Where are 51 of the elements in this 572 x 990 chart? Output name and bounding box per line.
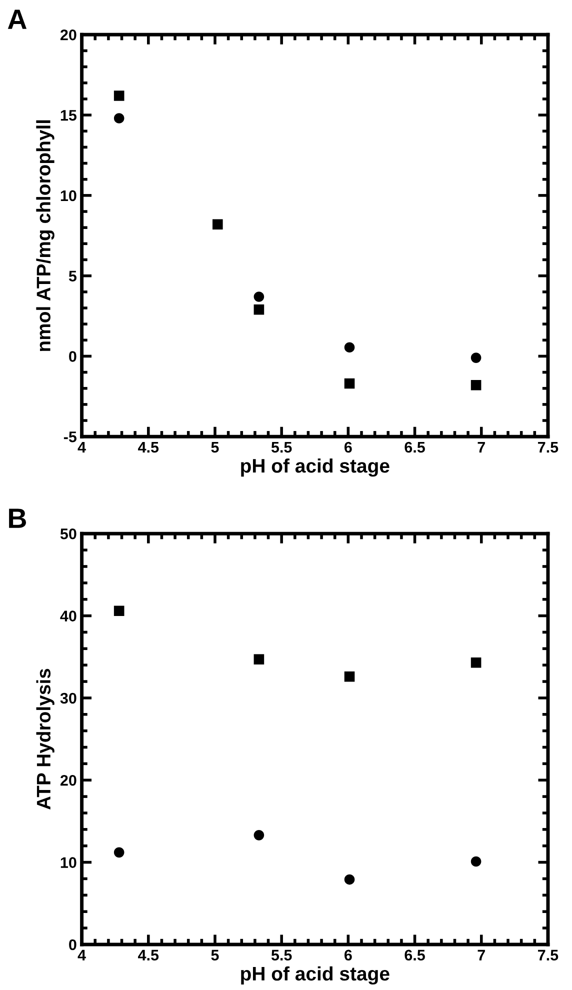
y-tick-label: 10 <box>60 857 76 868</box>
x-tick-label: 7.5 <box>538 950 558 961</box>
y-axis-title: nmol ATP/mg chlorophyll <box>36 120 54 351</box>
x-tick-label: 4 <box>78 442 86 453</box>
y-tick-label: -5 <box>64 432 77 442</box>
y-tick-label: 20 <box>60 30 76 40</box>
x-tick-label: 5.5 <box>271 442 292 453</box>
chart-title: B <box>9 508 26 528</box>
point <box>344 671 355 682</box>
x-tick-label: 6 <box>344 442 352 453</box>
point <box>114 90 124 101</box>
y-tick-label: 0 <box>69 939 76 950</box>
x-tick-label: 7 <box>478 950 485 960</box>
point <box>470 380 482 390</box>
y-axis-title: ATP Hydrolysis <box>36 668 54 810</box>
x-axis-title: pH of acid stage <box>241 458 390 477</box>
point <box>254 304 264 315</box>
x-tick-label: 7 <box>478 442 485 453</box>
point <box>344 342 355 353</box>
y-tick-label: 20 <box>60 774 76 786</box>
x-tick-label: 6.5 <box>404 950 425 961</box>
chart-title: A <box>8 10 27 29</box>
point <box>470 856 482 867</box>
point <box>470 352 482 363</box>
point <box>254 292 264 302</box>
point <box>254 830 264 840</box>
point <box>344 378 355 389</box>
y-tick-label: 10 <box>60 190 76 202</box>
x-tick-label: 5 <box>211 442 219 453</box>
point <box>254 654 264 664</box>
x-tick-label: 4 <box>78 950 86 960</box>
x-tick-label: 6 <box>344 950 352 961</box>
x-axis-title: pH of acid stage <box>241 966 390 985</box>
point <box>212 219 223 230</box>
x-tick-label: 4.5 <box>138 950 159 961</box>
x-tick-label: 6.5 <box>404 442 425 453</box>
y-tick-label: 30 <box>60 692 76 704</box>
y-tick-label: 0 <box>69 351 76 362</box>
y-tick-label: 5 <box>68 270 77 282</box>
y-tick-label: 15 <box>60 110 77 121</box>
point <box>114 606 124 616</box>
point <box>470 657 482 668</box>
point <box>114 113 124 124</box>
y-tick-label: 40 <box>60 610 76 622</box>
point <box>114 847 124 858</box>
x-tick-label: 4.5 <box>138 442 159 453</box>
x-tick-label: 5 <box>211 950 219 961</box>
point <box>344 874 355 885</box>
x-tick-label: 7.5 <box>538 442 558 453</box>
y-tick-label: 50 <box>60 528 76 540</box>
x-tick-label: 5.5 <box>271 950 292 961</box>
